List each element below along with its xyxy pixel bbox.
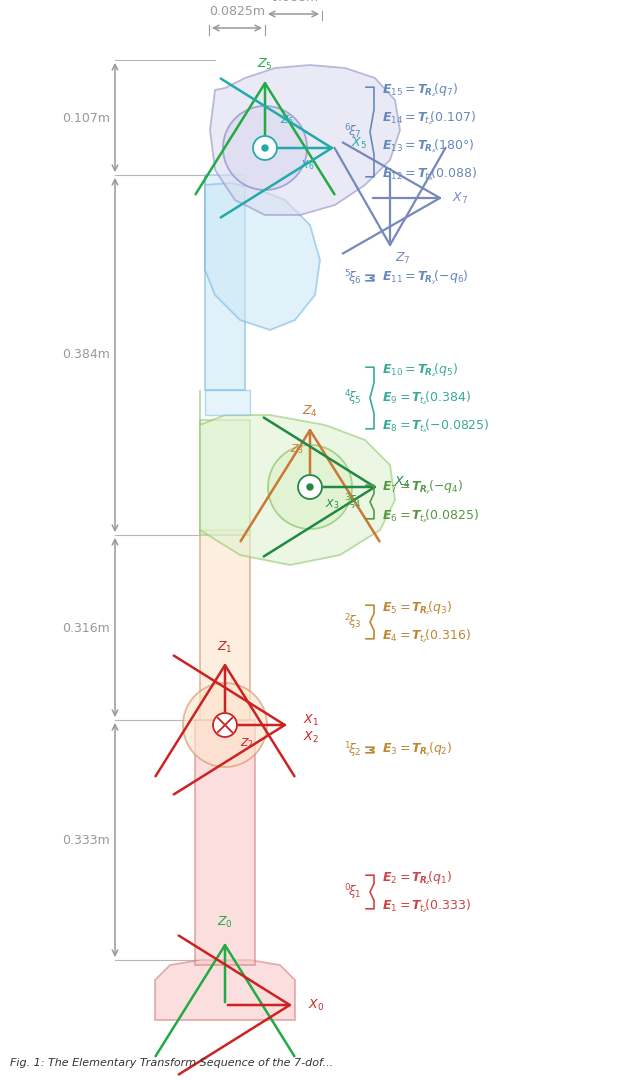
Polygon shape: [205, 175, 320, 330]
Polygon shape: [200, 420, 250, 535]
Text: $\boldsymbol{E}_{5}=\boldsymbol{T}_{\!\boldsymbol{R}_z}\!(q_3)$: $\boldsymbol{E}_{5}=\boldsymbol{T}_{\!\b…: [382, 599, 452, 617]
Text: $\boldsymbol{E}_{7}=\boldsymbol{T}_{\!\boldsymbol{R}_y}\!(-q_4)$: $\boldsymbol{E}_{7}=\boldsymbol{T}_{\!\b…: [382, 478, 463, 497]
Text: 0.333m: 0.333m: [63, 834, 110, 847]
Text: $X_6$: $X_6$: [300, 158, 315, 172]
Circle shape: [262, 145, 268, 151]
Text: ${}^{0}\!\xi_1$: ${}^{0}\!\xi_1$: [345, 882, 362, 902]
Circle shape: [253, 136, 277, 160]
Circle shape: [307, 484, 313, 490]
Polygon shape: [195, 720, 255, 966]
Polygon shape: [205, 390, 250, 415]
Text: 0.316m: 0.316m: [63, 621, 110, 634]
Text: $X_5$: $X_5$: [351, 135, 367, 150]
Text: $\boldsymbol{E}_{10}=\boldsymbol{T}_{\!\boldsymbol{R}_z}\!(q_5)$: $\boldsymbol{E}_{10}=\boldsymbol{T}_{\!\…: [382, 361, 458, 379]
Text: $X_4$: $X_4$: [394, 474, 410, 489]
Text: $X_2$: $X_2$: [303, 729, 319, 744]
Text: $X_0$: $X_0$: [308, 998, 324, 1013]
Polygon shape: [210, 65, 400, 215]
Text: $\boldsymbol{E}_{11}=\boldsymbol{T}_{\!\boldsymbol{R}_y}\!(-q_6)$: $\boldsymbol{E}_{11}=\boldsymbol{T}_{\!\…: [382, 269, 469, 287]
Text: $Z_0$: $Z_0$: [217, 915, 233, 930]
Text: $Z_1$: $Z_1$: [217, 639, 233, 654]
Text: $\boldsymbol{E}_{13}=\boldsymbol{T}_{\!\boldsymbol{R}_x}\!(180°)$: $\boldsymbol{E}_{13}=\boldsymbol{T}_{\!\…: [382, 137, 475, 154]
Text: $\boldsymbol{E}_{8}=\boldsymbol{T}_{\!t_x}\!(-0.0825)$: $\boldsymbol{E}_{8}=\boldsymbol{T}_{\!t_…: [382, 417, 490, 435]
Text: $Z_2$: $Z_2$: [240, 737, 254, 750]
Text: 0.0825m: 0.0825m: [209, 5, 265, 18]
Text: $\boldsymbol{E}_{9}=\boldsymbol{T}_{\!t_z}\!(0.384)$: $\boldsymbol{E}_{9}=\boldsymbol{T}_{\!t_…: [382, 389, 471, 407]
Circle shape: [223, 106, 307, 190]
Text: $\boldsymbol{E}_{14}=\boldsymbol{T}_{\!t_z}\!(0.107)$: $\boldsymbol{E}_{14}=\boldsymbol{T}_{\!t…: [382, 109, 477, 126]
Text: ${}^{2}\!\xi_3$: ${}^{2}\!\xi_3$: [344, 612, 362, 632]
Text: $X_1$: $X_1$: [303, 713, 319, 728]
Circle shape: [268, 445, 352, 529]
Text: $Z_7$: $Z_7$: [395, 251, 411, 266]
Text: ${}^{1}\!\xi_2$: ${}^{1}\!\xi_2$: [345, 740, 362, 760]
Polygon shape: [200, 390, 395, 565]
Text: 0.107m: 0.107m: [62, 111, 110, 124]
Text: $\boldsymbol{E}_{12}=\boldsymbol{T}_{\!t_x}\!(0.088)$: $\boldsymbol{E}_{12}=\boldsymbol{T}_{\!t…: [382, 165, 477, 183]
Text: $X_7$: $X_7$: [452, 190, 468, 205]
Text: $Z_6$: $Z_6$: [280, 113, 294, 126]
Circle shape: [298, 475, 322, 499]
Text: 0.384m: 0.384m: [62, 349, 110, 362]
Circle shape: [183, 683, 267, 767]
Text: ${}^{3}\!\xi_4$: ${}^{3}\!\xi_4$: [344, 492, 362, 512]
Text: $\boldsymbol{E}_{4}=\boldsymbol{T}_{\!t_z}\!(0.316)$: $\boldsymbol{E}_{4}=\boldsymbol{T}_{\!t_…: [382, 627, 471, 645]
Polygon shape: [200, 530, 250, 720]
Text: $Z_3$: $Z_3$: [290, 442, 304, 456]
Text: $\boldsymbol{E}_{6}=\boldsymbol{T}_{\!t_x}\!(0.0825)$: $\boldsymbol{E}_{6}=\boldsymbol{T}_{\!t_…: [382, 508, 479, 525]
Text: ${}^{4}\!\xi_5$: ${}^{4}\!\xi_5$: [344, 388, 362, 408]
Circle shape: [213, 713, 237, 737]
Text: $Z_5$: $Z_5$: [257, 56, 273, 71]
Text: 0.088m: 0.088m: [270, 0, 318, 4]
Text: $Z_4$: $Z_4$: [302, 404, 318, 419]
Polygon shape: [205, 175, 245, 390]
Text: $X_3$: $X_3$: [325, 497, 339, 511]
Text: $\boldsymbol{E}_{1}=\boldsymbol{T}_{\!t_z}\!(0.333)$: $\boldsymbol{E}_{1}=\boldsymbol{T}_{\!t_…: [382, 897, 471, 915]
Text: $\boldsymbol{E}_{15}=\boldsymbol{T}_{\!\boldsymbol{R}_z}\!(q_7)$: $\boldsymbol{E}_{15}=\boldsymbol{T}_{\!\…: [382, 81, 458, 98]
Text: ${}^{5}\!\xi_6$: ${}^{5}\!\xi_6$: [344, 268, 362, 287]
Text: $\boldsymbol{E}_{3}=\boldsymbol{T}_{\!\boldsymbol{R}_y}\!(q_2)$: $\boldsymbol{E}_{3}=\boldsymbol{T}_{\!\b…: [382, 741, 453, 759]
Text: $\boldsymbol{E}_{2}=\boldsymbol{T}_{\!\boldsymbol{R}_z}\!(q_1)$: $\boldsymbol{E}_{2}=\boldsymbol{T}_{\!\b…: [382, 869, 452, 887]
Text: ${}^{6}\!\xi_7$: ${}^{6}\!\xi_7$: [344, 122, 362, 141]
Text: Fig. 1: The Elementary Transform Sequence of the 7-dof...: Fig. 1: The Elementary Transform Sequenc…: [10, 1058, 333, 1068]
Polygon shape: [155, 960, 295, 1020]
